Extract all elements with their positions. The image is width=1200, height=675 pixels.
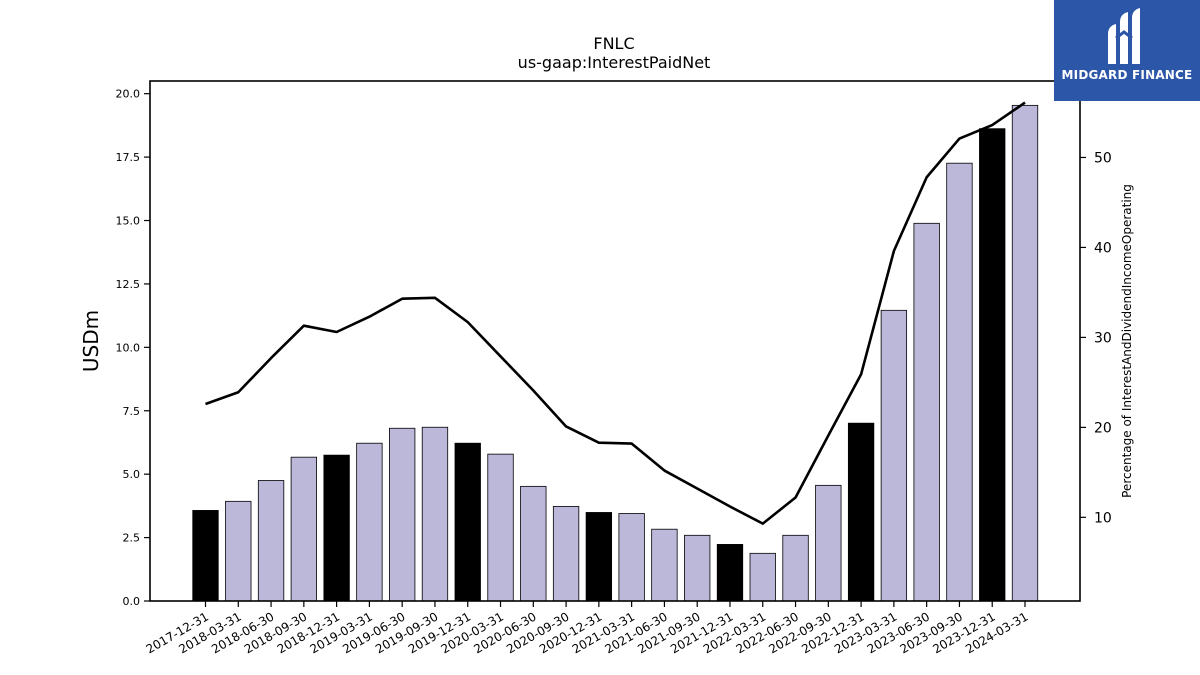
bar xyxy=(946,162,973,602)
chart-title: FNLC xyxy=(593,34,634,53)
bar xyxy=(913,222,940,602)
y-tick-label: 17.5 xyxy=(116,151,141,164)
y2-axis-label: Percentage of InterestAndDividendIncomeO… xyxy=(1120,184,1134,498)
y-tick-label: 15.0 xyxy=(116,215,141,228)
bar xyxy=(257,480,285,602)
logo-mark-icon xyxy=(1108,8,1140,64)
bar xyxy=(290,456,317,602)
y2-axis: 10 20 30 40 50 xyxy=(1080,150,1112,526)
bar-series xyxy=(192,104,1039,602)
brand-logo: MIDGARD FINANCE xyxy=(1054,0,1200,101)
bar xyxy=(880,309,908,602)
y-tick-label: 0.0 xyxy=(123,595,141,608)
bar xyxy=(815,484,842,602)
y-tick-label: 2.5 xyxy=(123,532,141,545)
chart-subtitle: us-gaap:InterestPaidNet xyxy=(518,53,711,72)
y-tick-label: 7.5 xyxy=(123,405,141,418)
bar xyxy=(782,534,809,602)
line-series xyxy=(205,101,1026,525)
y2-tick-label: 10 xyxy=(1094,510,1112,526)
bar xyxy=(585,512,613,602)
bar xyxy=(192,510,219,602)
bar xyxy=(684,534,711,602)
bar xyxy=(847,422,875,602)
y-axis-label: USDm xyxy=(79,310,103,372)
y-tick-label: 20.0 xyxy=(116,88,141,101)
y2-tick-label: 50 xyxy=(1094,150,1112,166)
bar xyxy=(421,426,449,602)
bar xyxy=(651,528,678,602)
bar xyxy=(323,454,350,602)
y-tick-label: 5.0 xyxy=(123,468,141,481)
bar xyxy=(618,513,645,602)
bar xyxy=(716,544,744,602)
y-tick-label: 10.0 xyxy=(116,341,141,354)
bar xyxy=(979,128,1006,602)
plot-frame xyxy=(149,80,1081,602)
bar xyxy=(749,552,776,602)
y-axis: 0.0 2.5 5.0 7.5 10.0 12.5 15.0 17.5 20.0 xyxy=(116,88,150,608)
x-axis: 2017-12-312018-03-312018-06-302018-09-30… xyxy=(144,601,1031,656)
logo-text: MIDGARD FINANCE xyxy=(1061,68,1193,82)
bar xyxy=(552,505,580,602)
y-tick-label: 12.5 xyxy=(116,278,141,291)
bar xyxy=(389,427,416,602)
bar xyxy=(520,485,547,602)
bar xyxy=(454,442,481,602)
y2-tick-label: 20 xyxy=(1094,420,1112,436)
bar xyxy=(225,500,252,602)
bar xyxy=(356,442,383,602)
bar xyxy=(487,453,514,602)
bar xyxy=(1011,104,1039,602)
y2-tick-label: 30 xyxy=(1094,330,1112,346)
y2-tick-label: 40 xyxy=(1094,240,1112,256)
series-line xyxy=(205,101,1026,525)
